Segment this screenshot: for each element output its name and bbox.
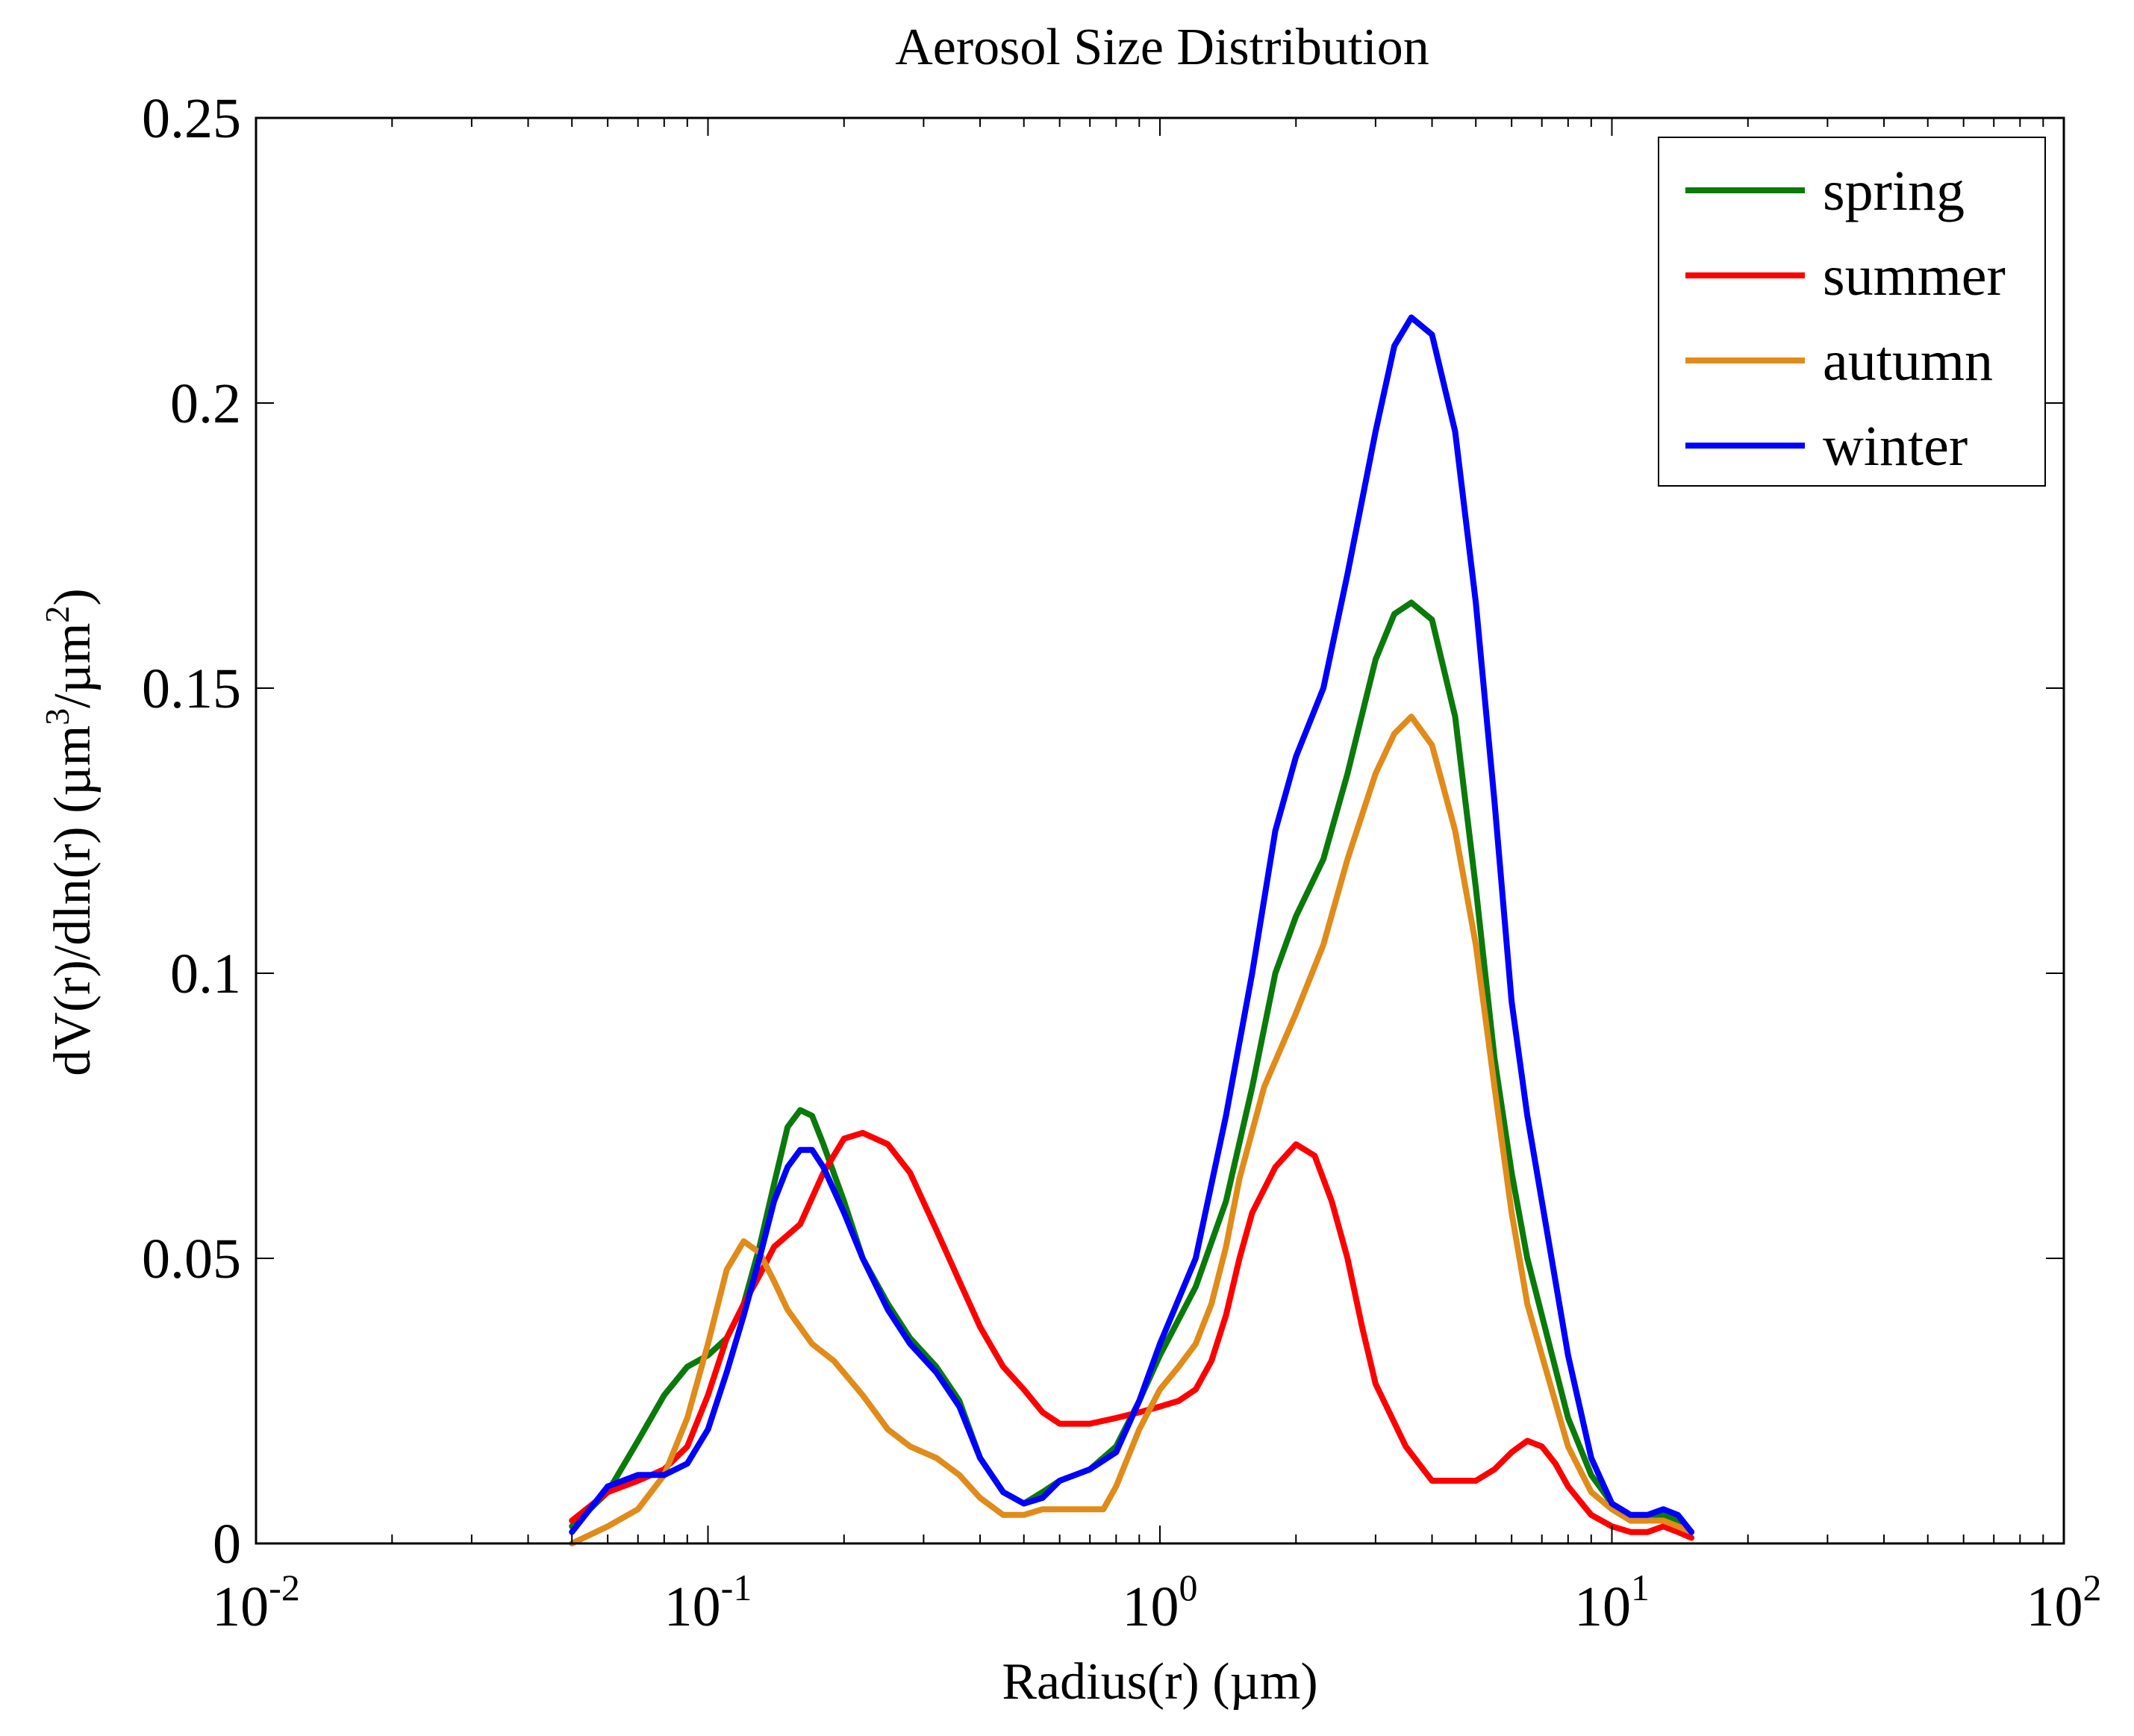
y-axis-label-sup1: 3 <box>38 708 76 725</box>
y-tick-label: 0.05 <box>142 1228 241 1290</box>
y-axis-label-prefix: dV(r)/dln(r) (µm <box>44 725 102 1076</box>
legend-label-winter: winter <box>1823 415 1968 478</box>
y-tick-label: 0.25 <box>142 87 241 150</box>
y-axis-label: dV(r)/dln(r) (µm3/µm2) <box>38 588 102 1075</box>
x-tick-label-exponent: 1 <box>1631 1567 1650 1608</box>
x-tick-label-base: 10 <box>664 1576 721 1638</box>
x-tick-label-base: 10 <box>1574 1576 1631 1638</box>
x-tick-label-base: 10 <box>212 1576 269 1638</box>
y-tick-labels: 0 0.05 0.1 0.15 0.2 0.25 <box>142 87 241 1576</box>
legend-label-autumn: autumn <box>1823 330 1993 393</box>
x-tick-label: 101 <box>1574 1567 1650 1638</box>
x-tick-label-exponent: 0 <box>1179 1567 1198 1608</box>
x-tick-label: 10-2 <box>212 1567 300 1638</box>
legend-label-summer: summer <box>1823 245 2006 307</box>
y-tick-label: 0 <box>213 1513 241 1576</box>
y-tick-label: 0.1 <box>170 943 241 1005</box>
x-tick-labels: 10-2 10-1 100 101 102 <box>212 1567 2101 1638</box>
x-tick-label: 10-1 <box>664 1567 752 1638</box>
series-layer <box>569 314 1695 1546</box>
y-tick-label: 0.2 <box>170 372 241 435</box>
legend-box <box>1658 137 2046 487</box>
ticks-layer <box>255 117 2064 1544</box>
legend-label-spring: spring <box>1823 160 1965 222</box>
y-axis-label-mid: /µm <box>44 623 102 708</box>
legend: spring summer autumn winter <box>1658 137 2046 487</box>
x-tick-label-exponent: -1 <box>721 1567 752 1608</box>
x-tick-label: 100 <box>1123 1567 1198 1638</box>
series-line-autumn <box>569 714 1695 1546</box>
x-tick-label-exponent: 2 <box>2083 1567 2102 1608</box>
series-line-winter <box>569 314 1695 1535</box>
y-axis-label-suffix: ) <box>44 588 102 605</box>
x-axis-label: Radius(r) (µm) <box>1002 1653 1317 1711</box>
x-tick-label: 102 <box>2027 1567 2102 1638</box>
x-tick-label-exponent: -2 <box>269 1567 300 1608</box>
y-tick-label: 0.15 <box>142 658 241 720</box>
series-line-summer <box>569 1129 1695 1541</box>
x-tick-label-base: 10 <box>1123 1576 1179 1638</box>
y-axis-label-sup2: 2 <box>38 606 76 623</box>
chart-title: Aerosol Size Distribution <box>895 19 1429 76</box>
x-tick-label-base: 10 <box>2027 1576 2083 1638</box>
